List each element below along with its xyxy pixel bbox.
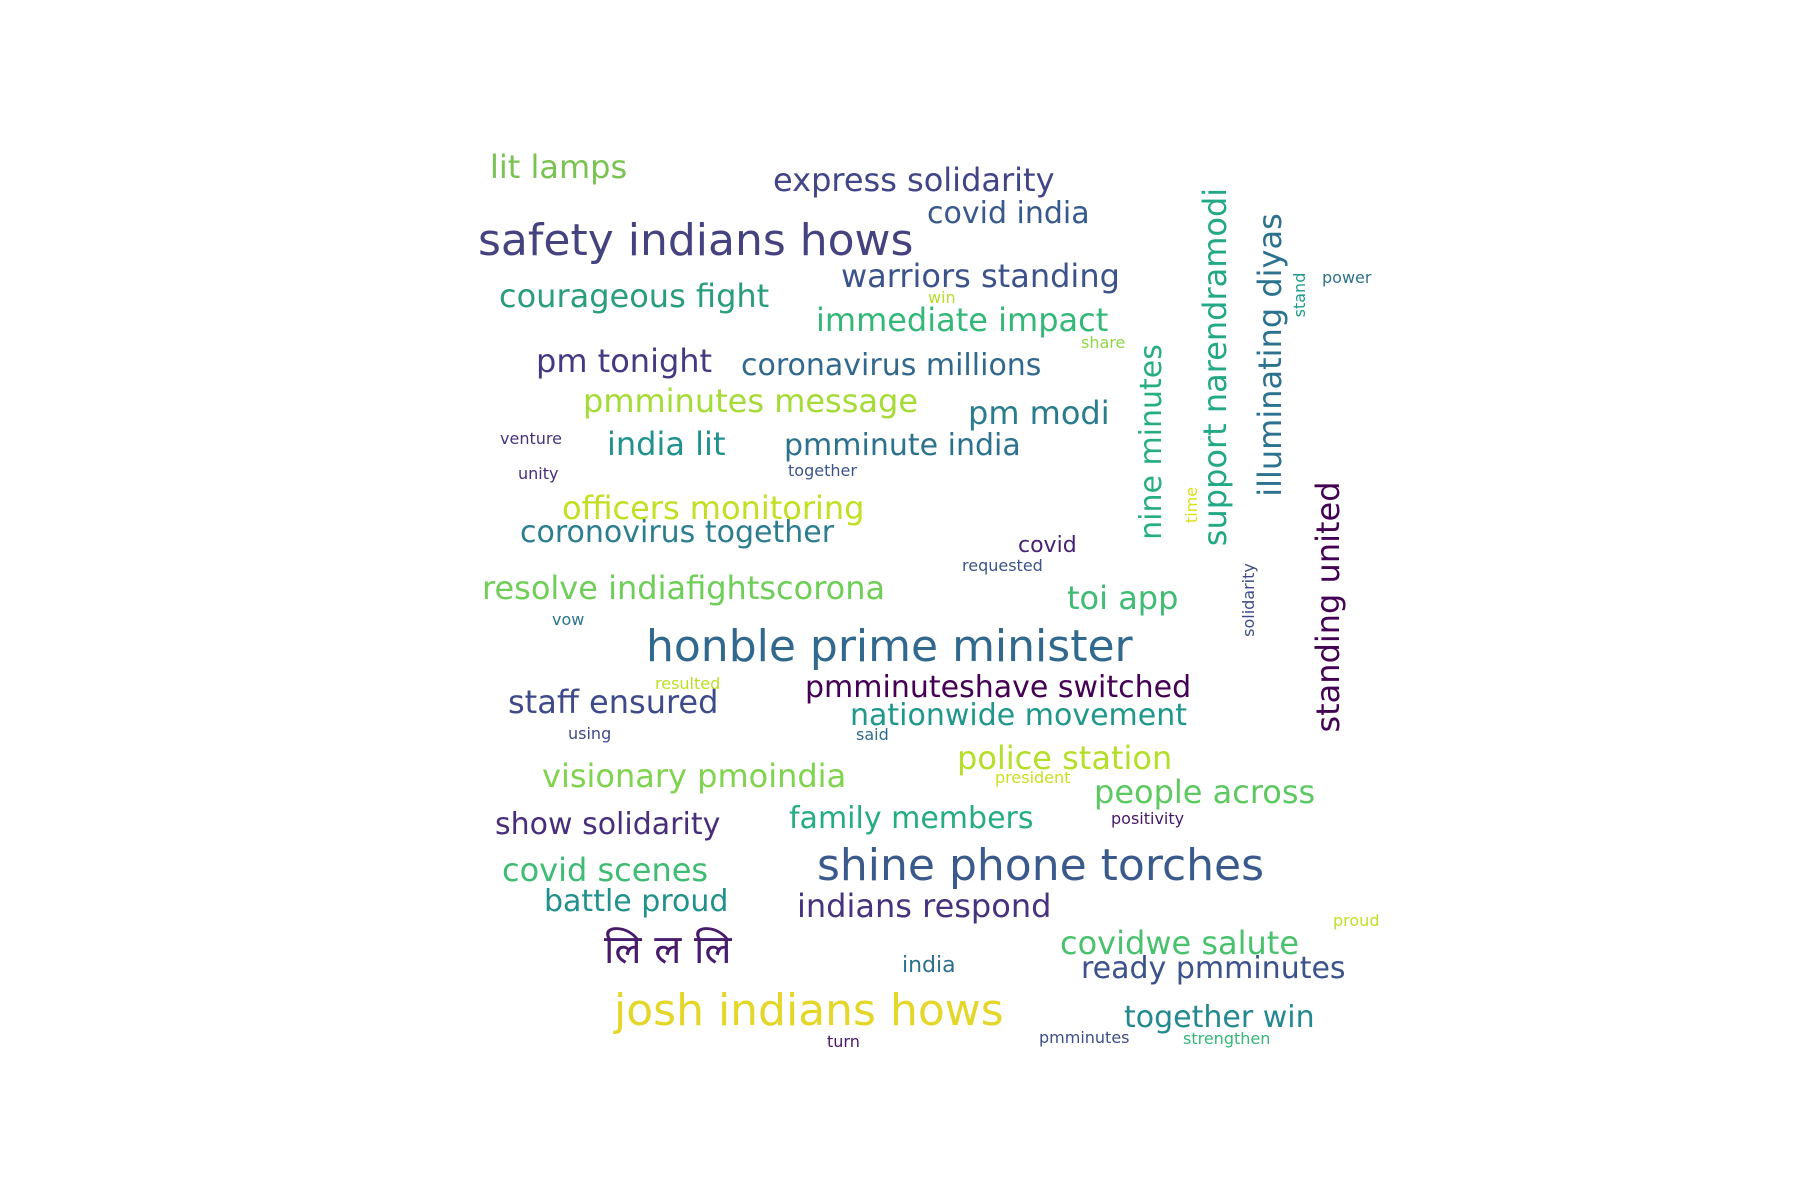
- cloud-word: pm tonight: [536, 342, 713, 380]
- cloud-word: power: [1322, 268, 1372, 287]
- cloud-word: president: [995, 768, 1071, 787]
- cloud-word: covid scenes: [502, 851, 709, 889]
- cloud-word: venture: [500, 429, 562, 448]
- cloud-word: solidarity: [1239, 563, 1258, 637]
- cloud-word: pmminute india: [784, 428, 1021, 463]
- cloud-word: said: [856, 725, 889, 744]
- cloud-word: unity: [518, 464, 559, 483]
- cloud-word: coronovirus together: [520, 515, 835, 550]
- cloud-word: covid india: [927, 196, 1090, 231]
- cloud-word: safety indians hows: [478, 215, 914, 266]
- cloud-word: covid: [1018, 533, 1077, 558]
- cloud-word: show solidarity: [495, 807, 721, 842]
- cloud-word: staff ensured: [508, 683, 719, 721]
- cloud-word: resolve indiafightscorona: [482, 569, 886, 607]
- cloud-word: officers monitoring: [562, 489, 865, 527]
- cloud-word: illuminating diyas: [1251, 213, 1289, 497]
- cloud-word: nationwide movement: [850, 698, 1188, 733]
- cloud-word: courageous fight: [499, 277, 770, 315]
- cloud-word: using: [568, 724, 612, 743]
- cloud-word: family members: [789, 801, 1034, 836]
- cloud-word: battle proud: [544, 884, 729, 919]
- cloud-word: pmminuteshave switched: [805, 670, 1192, 705]
- cloud-word: visionary pmoindia: [542, 757, 847, 795]
- cloud-word: nine minutes: [1134, 344, 1169, 540]
- cloud-word: pmminutes: [1039, 1028, 1130, 1047]
- cloud-word: stand: [1290, 272, 1309, 318]
- cloud-word: support narendramodi: [1196, 187, 1234, 547]
- cloud-word: positivity: [1111, 809, 1185, 828]
- cloud-word: coronavirus millions: [741, 348, 1042, 383]
- cloud-word: honble prime minister: [646, 621, 1133, 672]
- cloud-word: josh indians hows: [614, 985, 1004, 1036]
- cloud-word: requested: [962, 556, 1043, 575]
- cloud-word: immediate impact: [816, 301, 1109, 339]
- cloud-word: indians respond: [797, 887, 1052, 925]
- cloud-word: express solidarity: [773, 161, 1055, 199]
- cloud-word: resulted: [655, 674, 721, 693]
- cloud-word: india lit: [607, 425, 726, 463]
- cloud-word: toi app: [1067, 579, 1179, 617]
- cloud-word: ready pmminutes: [1081, 951, 1346, 986]
- cloud-word: lit lamps: [490, 148, 628, 186]
- cloud-word: police station: [957, 739, 1173, 777]
- cloud-word: shine phone torches: [817, 840, 1265, 891]
- cloud-word: लि ल लि: [604, 927, 732, 973]
- cloud-word: proud: [1333, 911, 1380, 930]
- cloud-word: people across: [1094, 773, 1316, 811]
- cloud-word: share: [1081, 333, 1126, 352]
- cloud-word: covidwe salute: [1060, 924, 1300, 962]
- cloud-word: together win: [1124, 1000, 1315, 1035]
- cloud-word: turn: [827, 1032, 860, 1051]
- cloud-word: time: [1182, 486, 1201, 524]
- cloud-word: standing united: [1309, 481, 1347, 733]
- cloud-word: strengthen: [1183, 1029, 1271, 1048]
- cloud-word: vow: [552, 610, 585, 629]
- cloud-word: pmminutes message: [583, 382, 918, 420]
- cloud-word: together: [788, 461, 857, 480]
- cloud-word: warriors standing: [841, 257, 1120, 295]
- cloud-word: pm modi: [968, 394, 1110, 432]
- cloud-word: win: [928, 288, 956, 307]
- cloud-word: india: [902, 953, 956, 978]
